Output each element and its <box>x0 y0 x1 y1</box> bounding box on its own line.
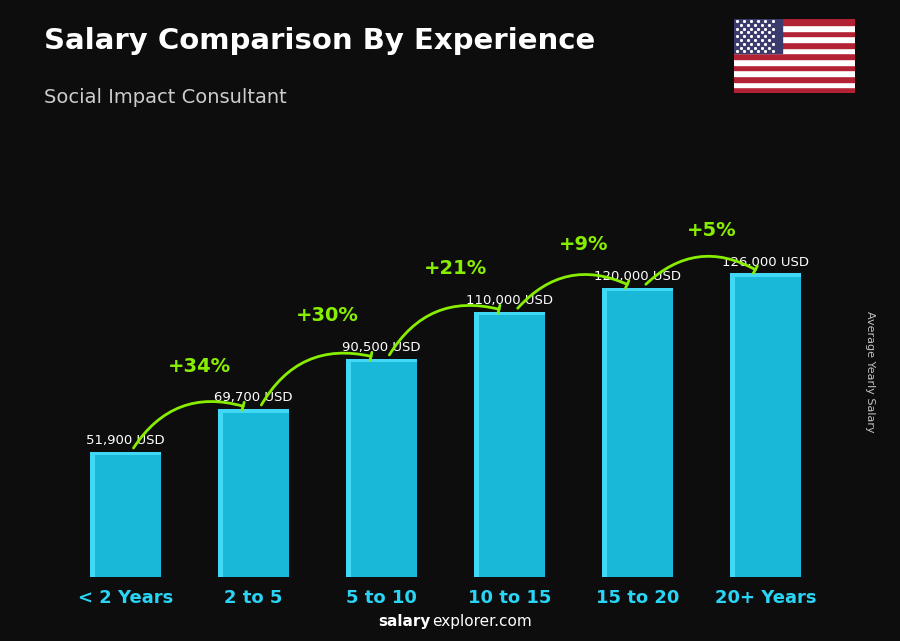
Text: 5 to 10: 5 to 10 <box>346 589 417 607</box>
Bar <box>734 19 782 53</box>
Bar <box>474 312 544 315</box>
Bar <box>734 25 855 31</box>
Bar <box>474 312 544 577</box>
Bar <box>730 273 801 577</box>
Text: +21%: +21% <box>424 260 488 278</box>
Bar <box>734 87 855 93</box>
Bar <box>90 452 161 577</box>
Bar <box>734 42 855 47</box>
Bar <box>734 47 855 53</box>
Bar <box>346 359 351 577</box>
Text: Social Impact Consultant: Social Impact Consultant <box>44 88 287 106</box>
Bar <box>734 59 855 65</box>
Bar <box>734 81 855 87</box>
Text: salary: salary <box>378 615 430 629</box>
Bar <box>90 452 95 577</box>
Text: Average Yearly Salary: Average Yearly Salary <box>865 311 875 433</box>
Text: 69,700 USD: 69,700 USD <box>214 392 292 404</box>
Bar <box>346 359 417 362</box>
Bar <box>734 65 855 71</box>
Text: 15 to 20: 15 to 20 <box>596 589 680 607</box>
Bar <box>219 409 223 577</box>
Text: +30%: +30% <box>296 306 359 326</box>
Text: 20+ Years: 20+ Years <box>715 589 816 607</box>
Bar <box>602 288 672 292</box>
Bar <box>734 53 855 59</box>
Bar <box>90 452 161 456</box>
Bar <box>734 31 855 37</box>
Text: 90,500 USD: 90,500 USD <box>342 341 421 354</box>
Bar <box>730 273 735 577</box>
Text: +9%: +9% <box>559 235 608 254</box>
Text: 126,000 USD: 126,000 USD <box>722 256 809 269</box>
Text: +5%: +5% <box>687 221 736 240</box>
Bar <box>730 273 801 277</box>
Text: explorer.com: explorer.com <box>432 615 532 629</box>
Bar <box>219 409 289 577</box>
Bar <box>734 76 855 81</box>
Text: 51,900 USD: 51,900 USD <box>86 435 165 447</box>
Text: 120,000 USD: 120,000 USD <box>594 270 681 283</box>
Text: < 2 Years: < 2 Years <box>78 589 173 607</box>
Bar <box>602 288 608 577</box>
Text: +34%: +34% <box>168 356 231 376</box>
Bar <box>474 312 479 577</box>
Bar <box>734 71 855 76</box>
Bar <box>734 37 855 42</box>
Bar <box>734 19 855 25</box>
Text: 110,000 USD: 110,000 USD <box>466 294 553 307</box>
Text: 2 to 5: 2 to 5 <box>224 589 283 607</box>
Text: Salary Comparison By Experience: Salary Comparison By Experience <box>44 28 596 55</box>
Text: 10 to 15: 10 to 15 <box>468 589 551 607</box>
Bar <box>219 409 289 413</box>
Bar <box>346 359 417 577</box>
Bar <box>602 288 672 577</box>
